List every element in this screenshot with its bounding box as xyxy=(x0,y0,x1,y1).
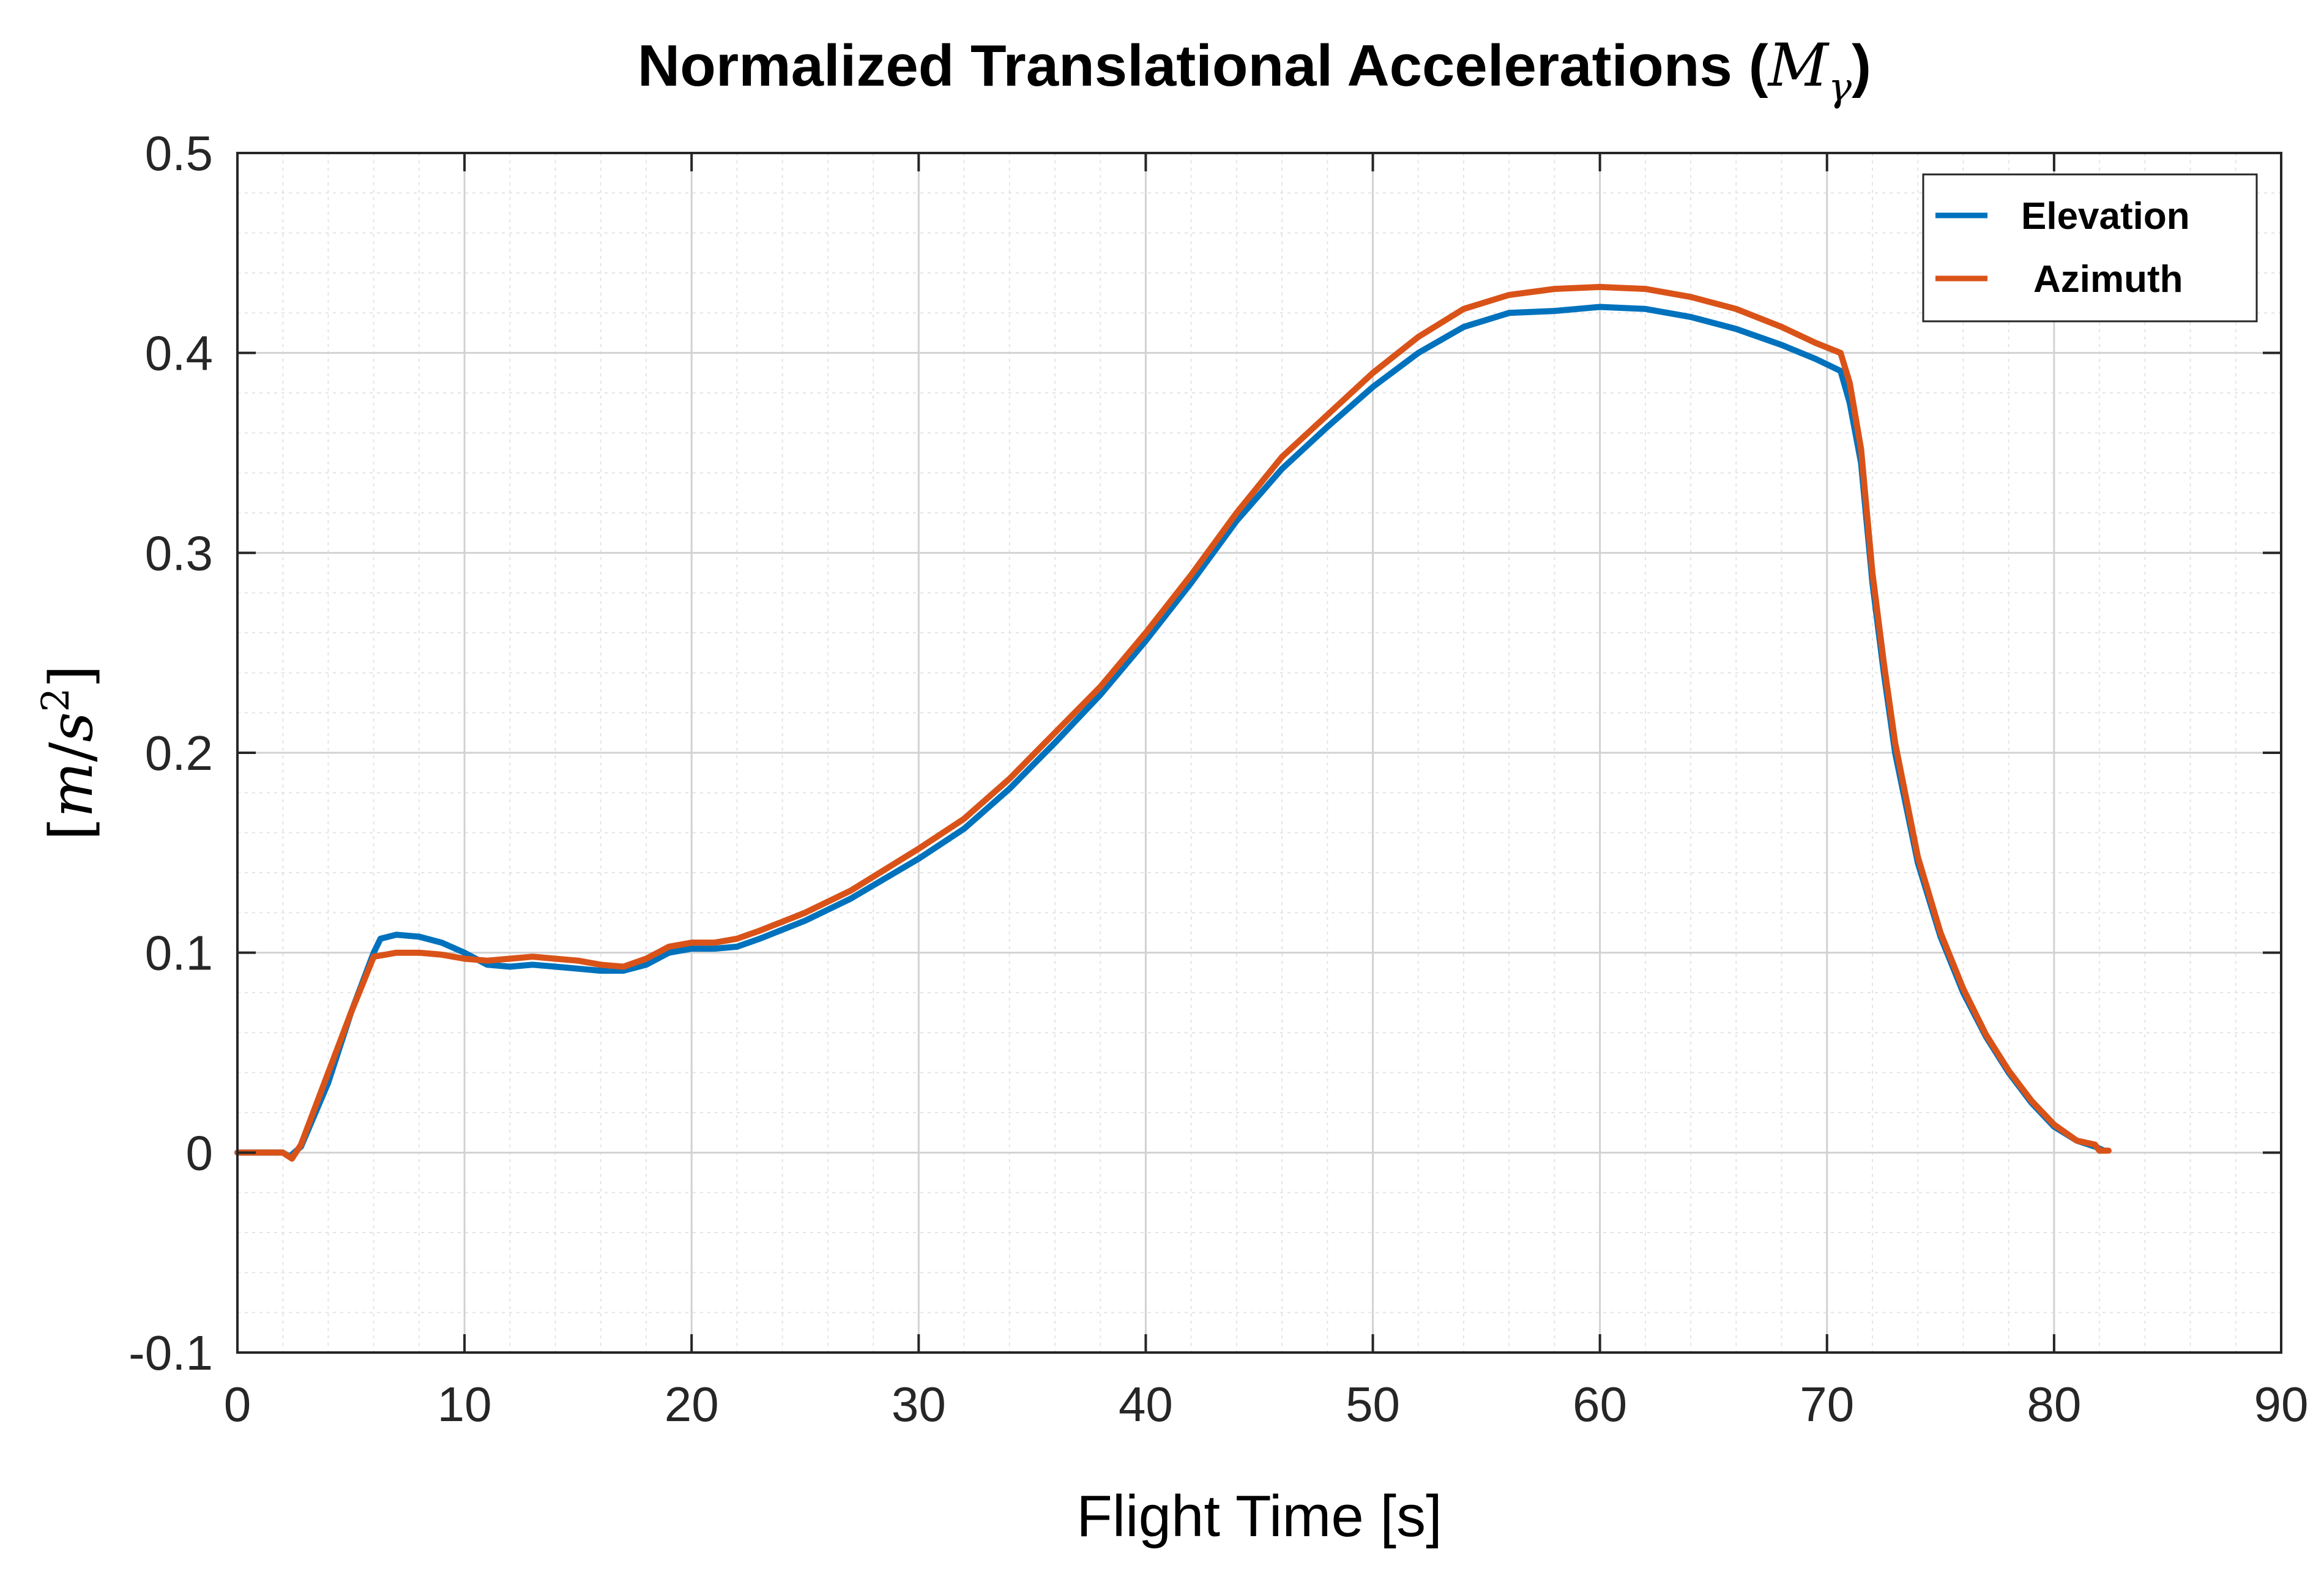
x-tick-label: 80 xyxy=(2027,1377,2081,1431)
y-axis-label-open: [ xyxy=(37,818,106,840)
y-axis-label-slash: / xyxy=(37,742,106,762)
y-tick-label: 0.3 xyxy=(145,526,213,580)
y-axis-label: [m/s2] xyxy=(33,665,106,841)
y-tick-labels: -0.1 0 0.1 0.2 0.3 0.4 0.5 xyxy=(128,126,213,1380)
legend-label-elevation: Elevation xyxy=(2021,195,2190,237)
legend: Elevation Azimuth xyxy=(1922,173,2258,323)
y-axis-label-m: m xyxy=(37,762,106,818)
y-axis-label-exponent: 2 xyxy=(33,688,78,712)
x-tick-label: 60 xyxy=(1573,1377,1627,1431)
y-tick-label: 0.1 xyxy=(145,926,213,980)
y-tick-label: -0.1 xyxy=(128,1326,213,1380)
chart-title-math: M xyxy=(1767,31,1830,100)
x-tick-label: 40 xyxy=(1119,1377,1173,1431)
x-axis-label: Flight Time [s] xyxy=(1076,1484,1442,1549)
x-tick-label: 10 xyxy=(438,1377,492,1431)
chart-title-close: ) xyxy=(1852,33,1871,99)
x-tick-label: 20 xyxy=(665,1377,719,1431)
x-tick-label: 0 xyxy=(224,1377,251,1431)
series-layer xyxy=(234,283,2112,1162)
y-tick-label: 0 xyxy=(186,1125,214,1180)
x-tick-label: 50 xyxy=(1346,1377,1400,1431)
ticks xyxy=(236,152,2282,1354)
x-tick-label: 70 xyxy=(1800,1377,1854,1431)
chart-title: Normalized Translational Accelerations (… xyxy=(638,31,1871,110)
y-axis-label-s: s xyxy=(37,712,106,742)
legend-box xyxy=(1922,173,2258,323)
x-tick-label: 30 xyxy=(892,1377,946,1431)
x-tick-labels: 0 10 20 30 40 50 60 70 80 90 xyxy=(224,1377,2309,1431)
series-line-azimuth xyxy=(234,283,2112,1162)
y-axis-label-close: ] xyxy=(37,665,106,688)
x-tick-label: 90 xyxy=(2254,1377,2309,1431)
y-tick-label: 0.4 xyxy=(145,326,213,381)
y-tick-label: 0.5 xyxy=(145,126,213,181)
chart-title-subscript: γ xyxy=(1828,65,1852,110)
y-tick-label: 0.2 xyxy=(145,726,213,780)
chart-title-text: Normalized Translational Accelerations ( xyxy=(638,33,1768,99)
legend-label-azimuth: Azimuth xyxy=(2033,258,2183,300)
